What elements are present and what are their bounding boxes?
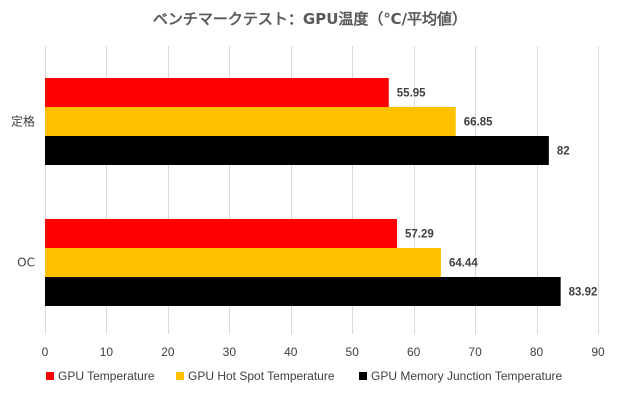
legend: GPU Temperature GPU Hot Spot Temperature G… [46, 369, 563, 383]
x-tick-label: 80 [530, 345, 544, 359]
bar-oc-series-3 [45, 277, 561, 306]
data-label: 64.44 [449, 258, 478, 270]
chart-title: ベンチマークテスト：GPU温度（℃/平均値） [153, 10, 467, 28]
x-tick-label: 20 [161, 345, 175, 359]
category-label: OC [17, 256, 35, 270]
legend-label: GPU Temperature [58, 369, 155, 383]
bars [45, 78, 561, 306]
x-tick-label: 40 [284, 345, 298, 359]
bar-rated-series-2 [45, 107, 456, 136]
category-label: 定格 [11, 114, 35, 129]
data-label: 82 [557, 146, 570, 158]
data-label: 83.92 [569, 287, 598, 299]
x-tick-label: 70 [468, 345, 482, 359]
data-label: 55.95 [397, 88, 426, 100]
labels: 0 10 20 30 40 50 60 70 80 90 55.95 66.85 82 定格 57.29 64… [11, 88, 605, 360]
bar-oc-series-2 [45, 248, 441, 277]
bar-oc-series-1 [45, 219, 398, 248]
x-tick-label: 90 [591, 345, 605, 359]
legend-swatch-2 [176, 372, 184, 380]
x-tick-label: 0 [42, 345, 49, 359]
x-tick-label: 30 [223, 345, 237, 359]
legend-label: GPU Hot Spot Temperature [188, 369, 335, 383]
data-label: 57.29 [405, 229, 434, 241]
x-tick-label: 10 [100, 345, 114, 359]
bar-rated-series-3 [45, 136, 549, 165]
data-label: 66.85 [464, 117, 493, 129]
bar-rated-series-1 [45, 78, 389, 107]
legend-swatch-1 [46, 372, 54, 380]
legend-swatch-3 [359, 372, 367, 380]
x-tick-label: 50 [346, 345, 360, 359]
legend-label: GPU Memory Junction Temperature [371, 369, 563, 383]
x-tick-label: 60 [407, 345, 421, 359]
